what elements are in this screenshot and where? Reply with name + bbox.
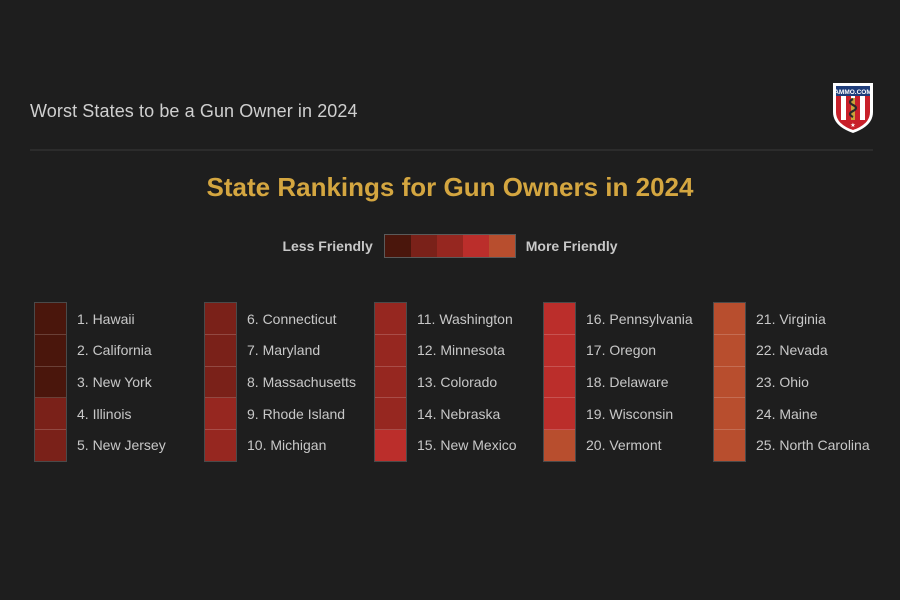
rank-color-swatch — [375, 430, 406, 461]
rank-color-swatch — [375, 303, 406, 335]
state-rank-label: 2. California — [77, 342, 152, 358]
rank-color-swatch — [714, 334, 745, 367]
rank-color-swatch — [714, 303, 745, 335]
rank-color-swatch — [35, 366, 66, 399]
legend-swatch — [436, 235, 463, 257]
legend-swatch — [488, 235, 515, 257]
rank-color-swatch — [205, 430, 236, 461]
state-rank-label: 10. Michigan — [247, 437, 327, 453]
state-rank-label: 17. Oregon — [586, 342, 657, 358]
legend-swatch — [462, 235, 489, 257]
rank-color-swatch — [714, 398, 745, 431]
legend-color-bar — [383, 234, 516, 258]
rank-color-swatch — [35, 334, 66, 367]
state-rank-label: 23. Ohio — [756, 374, 809, 390]
state-rank-label: 20. Vermont — [586, 437, 662, 453]
color-swatch-stack — [713, 302, 746, 462]
color-swatch-stack — [34, 302, 67, 462]
legend-swatch — [384, 235, 411, 257]
state-rank-label: 8. Massachusetts — [247, 374, 356, 390]
state-rank-label: 4. Illinois — [77, 406, 132, 422]
rank-color-swatch — [375, 366, 406, 399]
rank-color-swatch — [35, 430, 66, 461]
rank-color-swatch — [205, 303, 236, 335]
rank-color-swatch — [35, 398, 66, 431]
rank-color-swatch — [205, 334, 236, 367]
rank-color-swatch — [205, 366, 236, 399]
rank-color-swatch — [375, 334, 406, 367]
color-legend: Less Friendly More Friendly — [0, 234, 900, 258]
rank-color-swatch — [714, 366, 745, 399]
svg-text:★: ★ — [850, 122, 855, 129]
state-rank-label: 22. Nevada — [756, 342, 828, 358]
shield-logo-icon: AMMO.COM ★ — [833, 83, 873, 133]
state-rank-label: 11. Washington — [417, 311, 513, 327]
legend-left-label: Less Friendly — [282, 238, 373, 254]
rank-color-swatch — [544, 398, 575, 431]
color-swatch-stack — [543, 302, 576, 462]
color-swatch-stack — [204, 302, 237, 462]
state-rank-label: 7. Maryland — [247, 342, 321, 358]
page-title: Worst States to be a Gun Owner in 2024 — [30, 101, 358, 121]
state-rank-label: 9. Rhode Island — [247, 406, 346, 422]
rank-color-swatch — [544, 366, 575, 399]
state-rank-label: 12. Minnesota — [417, 342, 505, 358]
header-divider — [30, 149, 873, 151]
rank-color-swatch — [544, 303, 575, 335]
rank-color-swatch — [714, 430, 745, 461]
state-rank-label: 15. New Mexico — [417, 437, 517, 453]
svg-text:AMMO.COM: AMMO.COM — [834, 89, 872, 96]
legend-swatch — [410, 235, 437, 257]
rank-color-swatch — [544, 430, 575, 461]
state-rank-label: 18. Delaware — [586, 374, 669, 390]
rank-color-swatch — [544, 334, 575, 367]
color-swatch-stack — [374, 302, 407, 462]
state-rank-label: 5. New Jersey — [77, 437, 166, 453]
state-rank-label: 3. New York — [77, 374, 152, 390]
ammo-com-logo: AMMO.COM ★ — [832, 82, 874, 134]
legend-right-label: More Friendly — [525, 238, 618, 254]
chart-title: State Rankings for Gun Owners in 2024 — [206, 172, 694, 202]
state-rank-label: 13. Colorado — [417, 374, 498, 390]
rank-color-swatch — [375, 398, 406, 431]
state-rank-label: 19. Wisconsin — [586, 406, 674, 422]
state-rank-label: 16. Pennsylvania — [586, 311, 693, 327]
state-rank-label: 21. Virginia — [756, 311, 826, 327]
state-rank-label: 6. Connecticut — [247, 311, 337, 327]
state-rank-label: 24. Maine — [756, 406, 818, 422]
state-rank-label: 1. Hawaii — [77, 311, 135, 327]
state-rank-label: 14. Nebraska — [417, 406, 501, 422]
rank-color-swatch — [205, 398, 236, 431]
rank-color-swatch — [35, 303, 66, 335]
state-rank-label: 25. North Carolina — [756, 437, 870, 453]
rankings-grid: 1. Hawaii 2. California 3. New York 4. Illi… — [0, 302, 900, 462]
